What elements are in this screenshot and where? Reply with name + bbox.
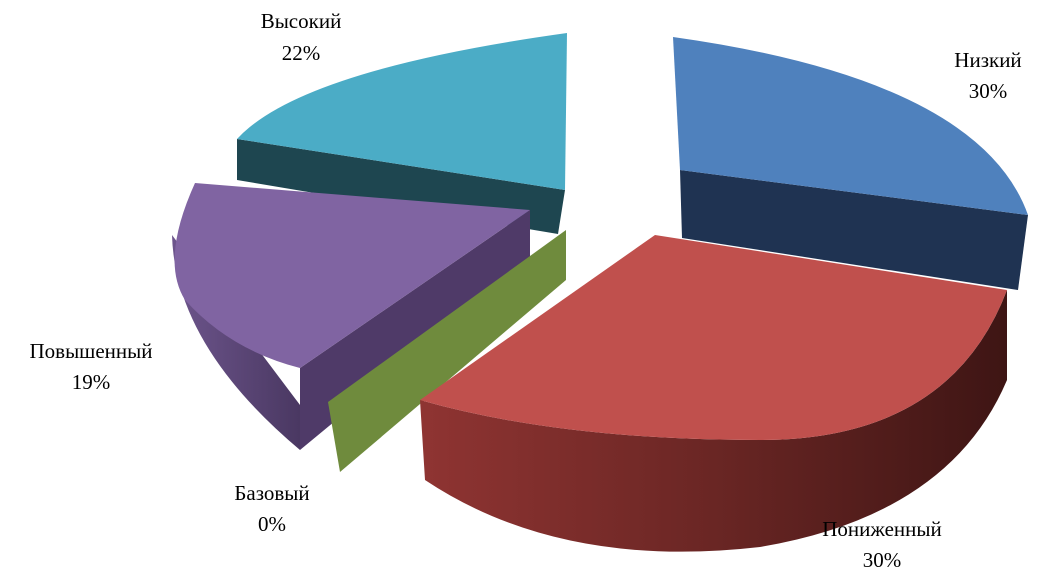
data-label-povyshennyy: Повышенный 19% (29, 339, 152, 394)
label-povyshennyy-category: Повышенный (29, 339, 152, 363)
slice-povyshennyy-top (174, 183, 531, 368)
label-nizkiy-value: 30% (969, 79, 1008, 103)
slice-vysokiy-top (237, 33, 567, 190)
slice-bazovyy (328, 230, 566, 472)
slice-nizkiy (673, 37, 1028, 290)
slice-nizkiy-side (680, 170, 1028, 290)
data-label-vysokiy: Высокий 22% (261, 9, 342, 65)
data-label-bazovyy: Базовый 0% (234, 481, 309, 536)
label-nizkiy-category: Низкий (954, 48, 1021, 72)
slice-nizkiy-top (673, 37, 1028, 215)
label-ponizhennyy-value: 30% (863, 548, 902, 572)
label-ponizhennyy-category: Пониженный (822, 517, 942, 541)
slice-ponizhennyy-top (420, 235, 1007, 440)
data-label-nizkiy: Низкий 30% (954, 48, 1021, 103)
slice-bazovyy-face (328, 230, 566, 472)
data-label-ponizhennyy: Пониженный 30% (822, 517, 942, 572)
label-vysokiy-value: 22% (282, 41, 321, 65)
slice-ponizhennyy-side (420, 290, 1007, 552)
label-bazovyy-value: 0% (258, 512, 286, 536)
slice-ponizhennyy (420, 235, 1007, 552)
label-povyshennyy-value: 19% (72, 370, 111, 394)
label-vysokiy-category: Высокий (261, 9, 342, 33)
label-bazovyy-category: Базовый (234, 481, 309, 505)
